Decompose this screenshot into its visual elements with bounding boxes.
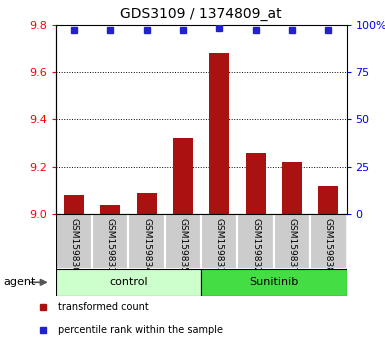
Text: GSM159833: GSM159833	[106, 218, 115, 273]
Bar	[165, 214, 201, 269]
Text: agent: agent	[4, 277, 36, 287]
Bar	[129, 214, 165, 269]
Bar	[282, 162, 302, 214]
Text: control: control	[109, 277, 148, 287]
Text: GSM159835: GSM159835	[179, 218, 187, 273]
Bar	[201, 214, 238, 269]
Bar	[137, 193, 157, 214]
Bar	[318, 186, 338, 214]
Bar	[201, 269, 346, 296]
Text: GSM159837: GSM159837	[288, 218, 296, 273]
Text: GSM159838: GSM159838	[324, 218, 333, 273]
Text: transformed count: transformed count	[58, 302, 149, 312]
Text: percentile rank within the sample: percentile rank within the sample	[58, 325, 223, 335]
Text: GSM159832: GSM159832	[251, 218, 260, 273]
Bar	[64, 195, 84, 214]
Bar	[274, 214, 310, 269]
Title: GDS3109 / 1374809_at: GDS3109 / 1374809_at	[121, 7, 282, 21]
Bar	[100, 205, 121, 214]
Bar	[92, 214, 129, 269]
Bar	[173, 138, 193, 214]
Bar	[209, 53, 229, 214]
Text: GSM159830: GSM159830	[69, 218, 79, 273]
Text: GSM159831: GSM159831	[215, 218, 224, 273]
Bar	[56, 269, 201, 296]
Bar	[246, 153, 266, 214]
Text: Sunitinib: Sunitinib	[249, 277, 298, 287]
Bar	[56, 214, 92, 269]
Text: GSM159834: GSM159834	[142, 218, 151, 273]
Bar	[238, 214, 274, 269]
Bar	[310, 214, 346, 269]
